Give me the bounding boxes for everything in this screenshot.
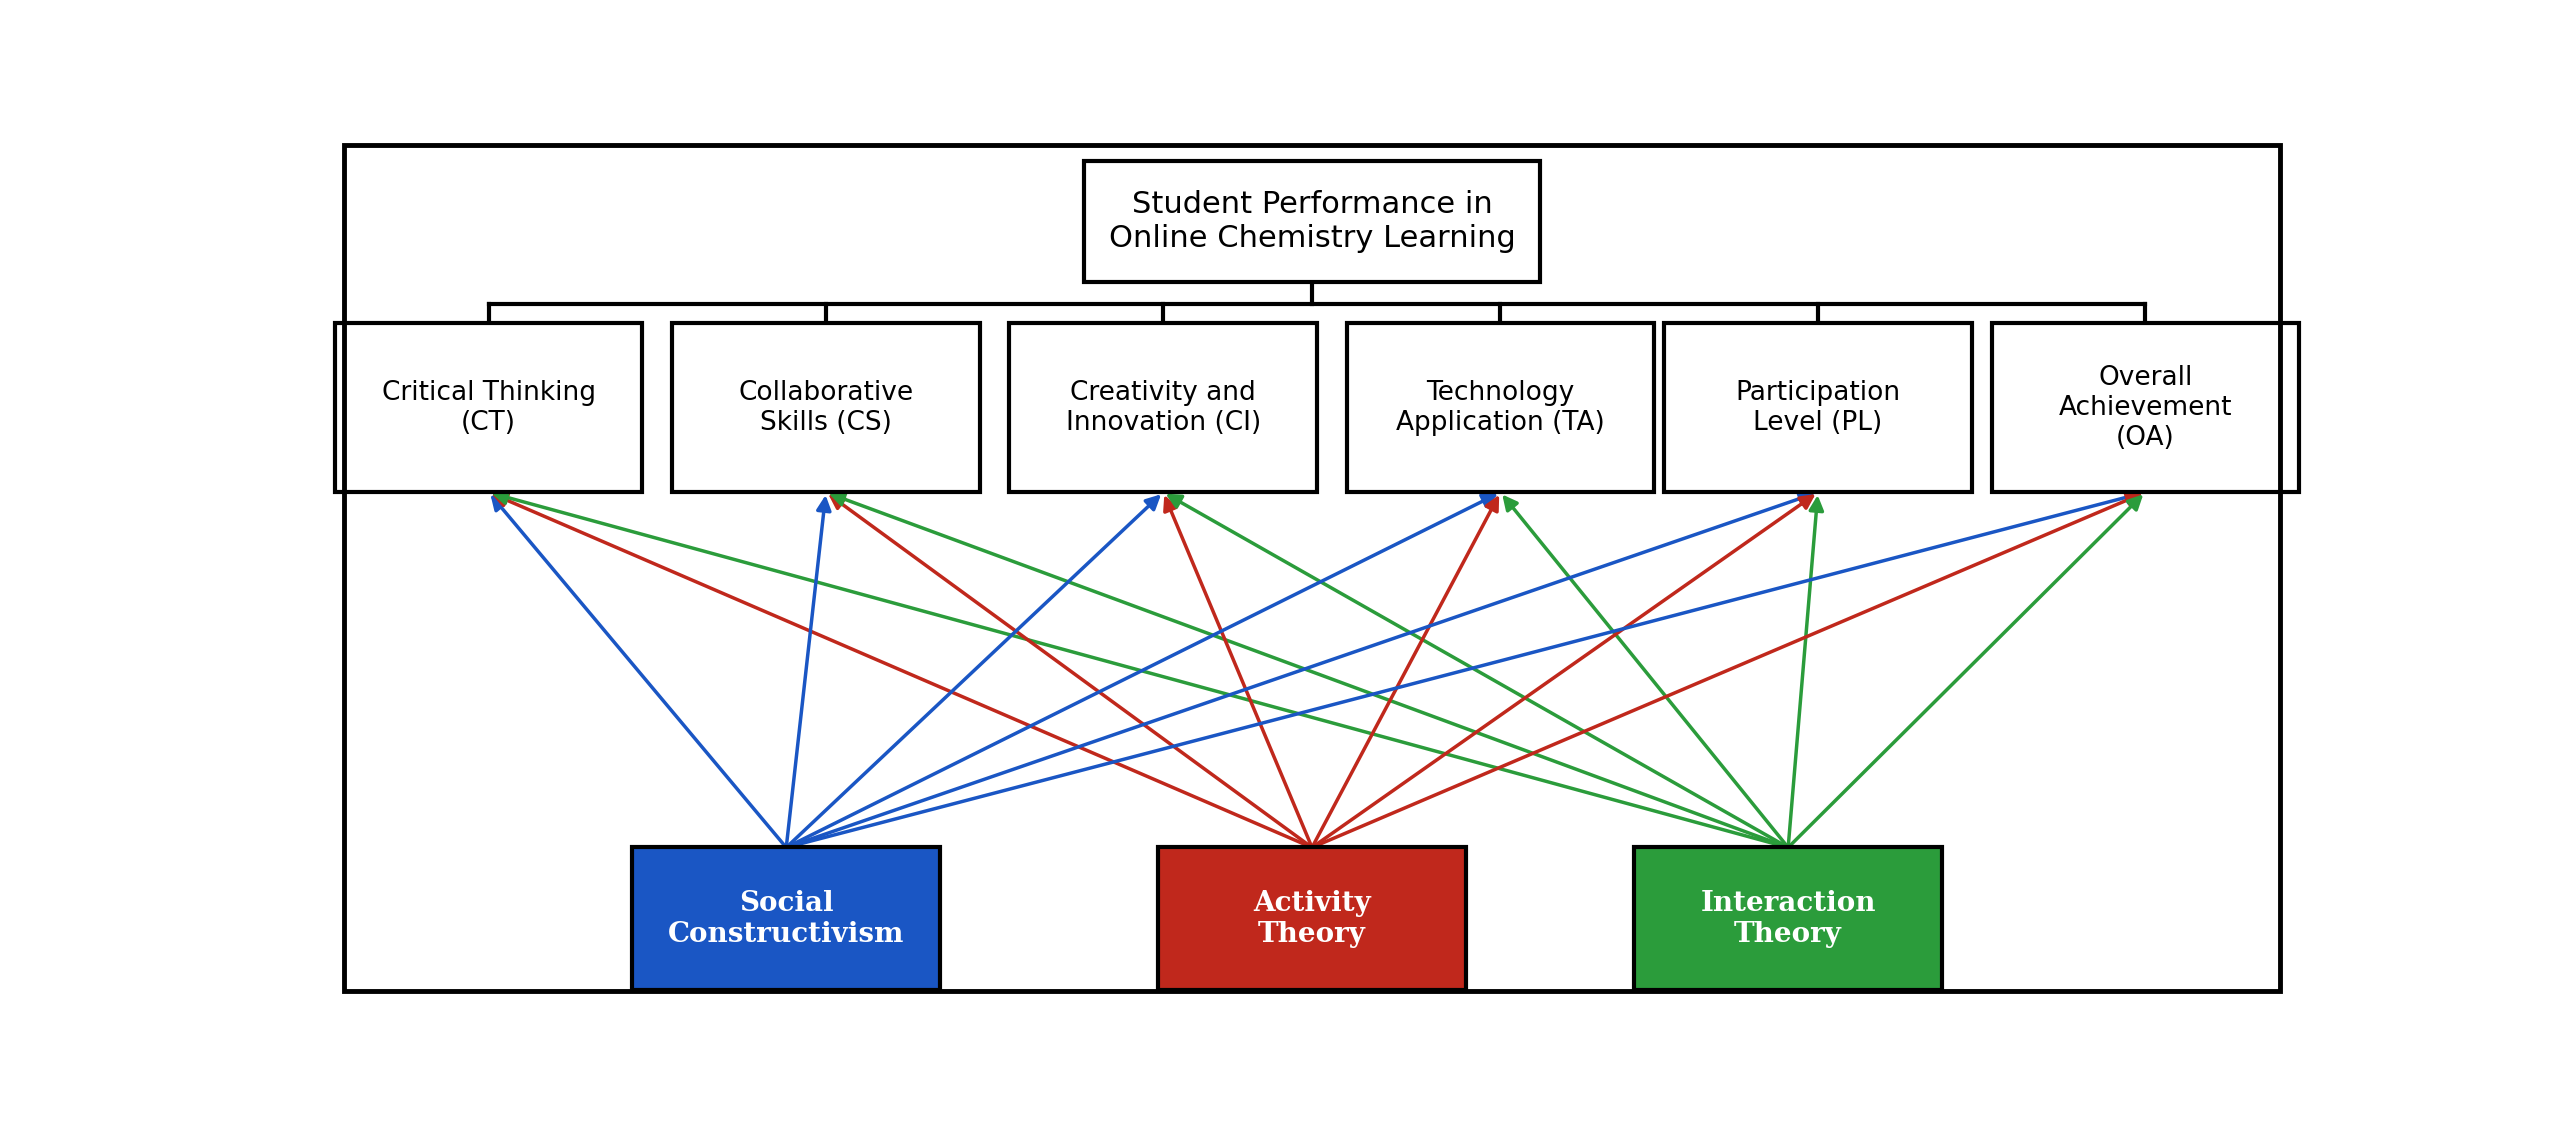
Text: Critical Thinking
(CT): Critical Thinking (CT) — [381, 380, 596, 435]
FancyBboxPatch shape — [1083, 161, 1541, 282]
Text: Collaborative
Skills (CS): Collaborative Skills (CS) — [737, 380, 914, 435]
FancyBboxPatch shape — [632, 847, 940, 990]
Text: Social
Constructivism: Social Constructivism — [668, 890, 904, 948]
FancyBboxPatch shape — [1347, 323, 1654, 493]
FancyBboxPatch shape — [1992, 323, 2299, 493]
Text: Interaction
Theory: Interaction Theory — [1700, 890, 1876, 948]
Text: Creativity and
Innovation (CI): Creativity and Innovation (CI) — [1065, 380, 1262, 435]
FancyBboxPatch shape — [673, 323, 980, 493]
FancyBboxPatch shape — [335, 323, 643, 493]
FancyBboxPatch shape — [1009, 323, 1316, 493]
Text: Student Performance in
Online Chemistry Learning: Student Performance in Online Chemistry … — [1108, 190, 1516, 253]
FancyBboxPatch shape — [1664, 323, 1971, 493]
FancyBboxPatch shape — [1633, 847, 1943, 990]
Text: Overall
Achievement
(OA): Overall Achievement (OA) — [2058, 364, 2232, 451]
Text: Participation
Level (PL): Participation Level (PL) — [1736, 380, 1900, 435]
FancyBboxPatch shape — [1157, 847, 1467, 990]
Text: Activity
Theory: Activity Theory — [1254, 890, 1370, 948]
Text: Technology
Application (TA): Technology Application (TA) — [1395, 380, 1605, 435]
